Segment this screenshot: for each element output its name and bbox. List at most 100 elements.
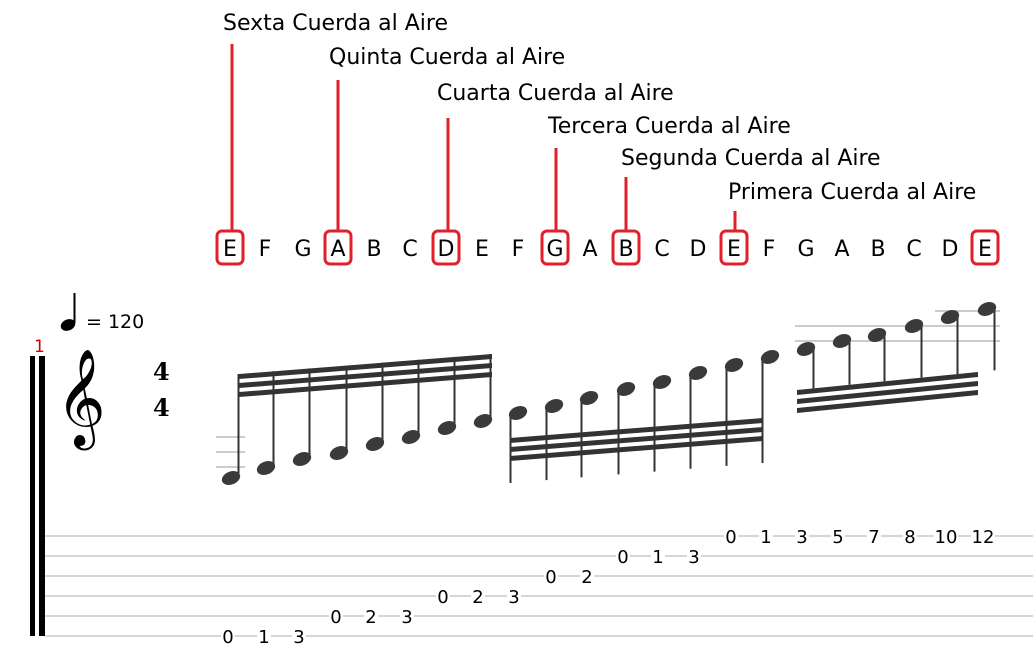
string-label: Tercera Cuerda al Aire bbox=[547, 114, 791, 139]
note-letter: F bbox=[763, 237, 776, 262]
note-beam bbox=[239, 354, 492, 379]
note-head bbox=[796, 342, 816, 356]
open-string-highlight bbox=[719, 229, 749, 266]
note-head bbox=[940, 310, 960, 324]
fret-number-background bbox=[903, 525, 917, 547]
fret-number-background bbox=[329, 605, 343, 627]
fret-number-background bbox=[544, 565, 558, 587]
note-head bbox=[724, 358, 744, 372]
note-head bbox=[401, 430, 421, 444]
note-head bbox=[292, 452, 312, 466]
note-letter: D bbox=[942, 237, 959, 262]
note-letter: C bbox=[402, 237, 417, 262]
string-label: Quinta Cuerda al Aire bbox=[329, 45, 565, 70]
note-beam bbox=[797, 381, 978, 404]
fret-number: 3 bbox=[401, 607, 412, 628]
staff-notes bbox=[216, 302, 1000, 485]
fret-number-background bbox=[724, 525, 738, 547]
note-letter: C bbox=[654, 237, 669, 262]
note-letter: B bbox=[618, 237, 633, 262]
note-head bbox=[904, 319, 924, 333]
fret-number-background bbox=[364, 605, 378, 627]
note-head bbox=[867, 328, 887, 342]
fret-number: 10 bbox=[935, 527, 958, 548]
time-signature-bottom: 4 bbox=[153, 393, 170, 422]
fret-number-background bbox=[400, 605, 414, 627]
fret-number-background bbox=[971, 525, 995, 547]
fret-number: 7 bbox=[868, 527, 879, 548]
note-letter: D bbox=[690, 237, 707, 262]
fret-number: 12 bbox=[972, 527, 995, 548]
fret-number-background bbox=[831, 525, 845, 547]
measure-number: 1 bbox=[34, 337, 45, 357]
fret-number: 0 bbox=[330, 607, 341, 628]
string-label: Primera Cuerda al Aire bbox=[728, 180, 976, 205]
fret-number: 3 bbox=[508, 587, 519, 608]
string-label: Segunda Cuerda al Aire bbox=[621, 146, 881, 171]
note-beam bbox=[239, 372, 492, 397]
tempo-text: = 120 bbox=[86, 311, 144, 333]
fret-number-background bbox=[507, 585, 521, 607]
note-letter: A bbox=[330, 237, 345, 262]
note-letter: E bbox=[978, 237, 992, 262]
string-labels: Sexta Cuerda al Aire Quinta Cuerda al Air… bbox=[223, 11, 976, 205]
label-connectors bbox=[230, 44, 737, 231]
staff-start-barline bbox=[30, 356, 35, 636]
fret-number: 2 bbox=[365, 607, 376, 628]
fret-number: 0 bbox=[725, 527, 736, 548]
fret-number: 3 bbox=[688, 547, 699, 568]
fret-number-background bbox=[436, 585, 450, 607]
fret-number-background bbox=[651, 545, 665, 567]
string-label: Cuarta Cuerda al Aire bbox=[437, 81, 674, 106]
note-beam bbox=[797, 372, 978, 395]
fret-number: 2 bbox=[581, 567, 592, 588]
note-head bbox=[473, 414, 493, 428]
note-letter: A bbox=[834, 237, 849, 262]
fret-number: 3 bbox=[293, 627, 304, 648]
note-head bbox=[579, 391, 599, 405]
note-letter: E bbox=[727, 237, 741, 262]
fret-number-background bbox=[759, 525, 773, 547]
note-head bbox=[544, 399, 564, 413]
note-letter: G bbox=[797, 237, 814, 262]
note-beam bbox=[510, 427, 763, 452]
fret-number: 0 bbox=[617, 547, 628, 568]
open-string-highlight bbox=[431, 229, 461, 266]
quarter-note-icon bbox=[60, 319, 76, 331]
tempo-marking: = 120 bbox=[60, 293, 144, 333]
fret-number-background bbox=[867, 525, 881, 547]
note-head bbox=[365, 437, 385, 451]
fret-number-background bbox=[687, 545, 701, 567]
note-head bbox=[977, 302, 997, 316]
note-head bbox=[832, 334, 852, 348]
fret-number-background bbox=[257, 625, 271, 647]
string-label: Sexta Cuerda al Aire bbox=[223, 11, 448, 36]
note-letter: G bbox=[546, 237, 563, 262]
fret-number: 3 bbox=[796, 527, 807, 548]
fret-number-background bbox=[580, 565, 594, 587]
note-letter: D bbox=[438, 237, 455, 262]
note-head bbox=[329, 446, 349, 460]
fret-number: 5 bbox=[832, 527, 843, 548]
staff-start-barline-thin bbox=[39, 356, 45, 636]
fret-number: 2 bbox=[472, 587, 483, 608]
note-beam bbox=[797, 390, 978, 413]
note-letter: B bbox=[366, 237, 381, 262]
open-string-highlight bbox=[970, 229, 1000, 266]
note-beam bbox=[510, 436, 763, 461]
note-head bbox=[437, 421, 457, 435]
time-signature-top: 4 bbox=[153, 357, 170, 386]
tablature: 0 1 3 0 2 3 0 2 3 0 2 0 1 3 0 1 3 5 7 8 10 12 bbox=[45, 525, 1033, 648]
fret-number-background bbox=[221, 625, 235, 647]
note-letter: E bbox=[475, 237, 489, 262]
fret-number: 1 bbox=[258, 627, 269, 648]
fret-number: 1 bbox=[760, 527, 771, 548]
note-head bbox=[221, 471, 241, 485]
note-head bbox=[256, 461, 276, 475]
note-letter: B bbox=[870, 237, 885, 262]
note-letter: F bbox=[512, 237, 525, 262]
fret-number: 0 bbox=[222, 627, 233, 648]
fret-number: 1 bbox=[652, 547, 663, 568]
